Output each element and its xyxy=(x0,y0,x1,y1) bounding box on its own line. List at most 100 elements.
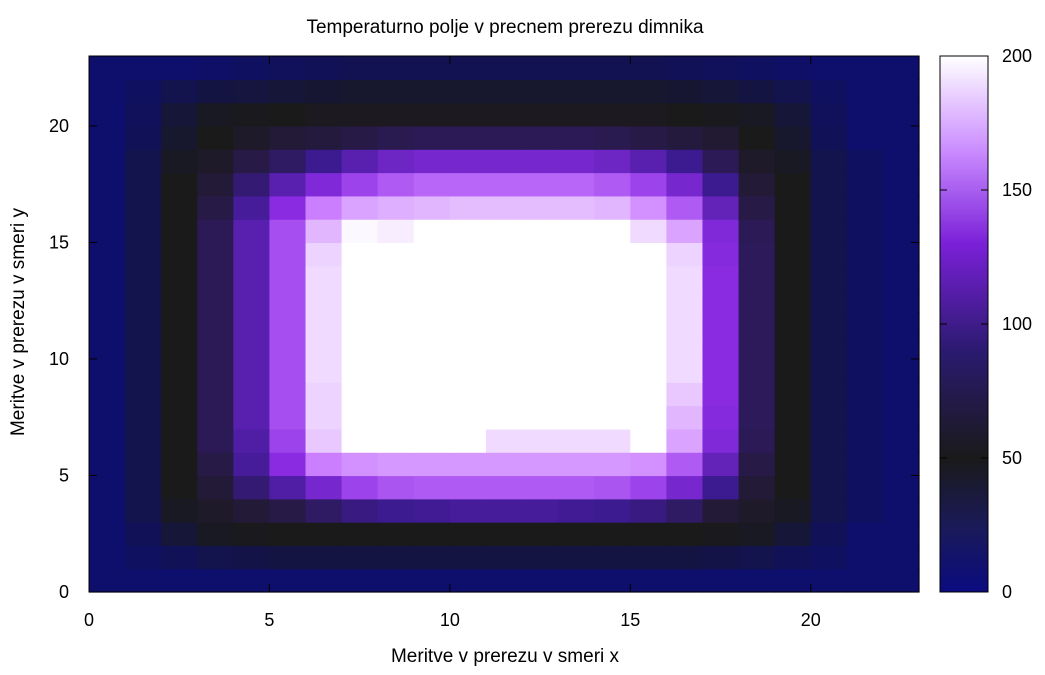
heatmap-cell xyxy=(377,125,415,150)
y-tick-label: 10 xyxy=(49,349,69,369)
heatmap-cell xyxy=(485,102,523,127)
heatmap-cell xyxy=(89,545,126,570)
heatmap-cell xyxy=(449,522,487,546)
heatmap-cell xyxy=(485,452,523,477)
heatmap-cell xyxy=(161,79,198,104)
heatmap-cell xyxy=(197,219,234,244)
heatmap-cell xyxy=(377,56,415,80)
heatmap-cell xyxy=(269,242,307,267)
heatmap-cell xyxy=(846,382,884,407)
heatmap-cell xyxy=(125,172,162,197)
heatmap-cell xyxy=(738,568,776,593)
heatmap-cell xyxy=(269,219,307,244)
heatmap-cell xyxy=(558,56,595,80)
heatmap-cell xyxy=(377,498,415,523)
heatmap-cell xyxy=(738,382,776,407)
heatmap-cell xyxy=(341,195,379,220)
heatmap-cell xyxy=(377,289,415,313)
heatmap-cells xyxy=(89,56,920,593)
heatmap-cell xyxy=(233,242,271,267)
heatmap-cell xyxy=(882,289,920,313)
heatmap-cell xyxy=(269,522,307,546)
heatmap-cell xyxy=(738,289,776,313)
heatmap-cell xyxy=(341,125,379,150)
heatmap-cell xyxy=(269,56,307,80)
heatmap-cell xyxy=(846,265,884,290)
heatmap-cell xyxy=(125,242,162,267)
heatmap-cell xyxy=(341,102,379,127)
heatmap-cell xyxy=(630,545,667,570)
heatmap-cell xyxy=(377,149,415,174)
heatmap-cell xyxy=(594,149,631,174)
heatmap-cell xyxy=(738,125,776,150)
heatmap-cell xyxy=(161,56,198,80)
heatmap-cell xyxy=(449,358,487,383)
heatmap-cell xyxy=(305,428,343,453)
heatmap-cell xyxy=(413,172,451,197)
heatmap-cell xyxy=(882,545,920,570)
heatmap-cell xyxy=(846,545,884,570)
colorbar xyxy=(939,55,989,593)
heatmap-cell xyxy=(594,522,631,546)
heatmap-cell xyxy=(449,428,487,453)
colorbar-tick-label: 200 xyxy=(1002,46,1032,66)
heatmap-cell xyxy=(305,335,343,360)
heatmap-cell xyxy=(738,149,776,174)
heatmap-cell xyxy=(161,522,198,546)
heatmap-cell xyxy=(341,172,379,197)
heatmap-cell xyxy=(341,522,379,546)
heatmap-cell xyxy=(846,219,884,244)
heatmap-cell xyxy=(522,475,559,500)
y-tick-label: 0 xyxy=(59,582,69,602)
heatmap-cell xyxy=(738,475,776,500)
heatmap-cell xyxy=(774,382,812,407)
heatmap-cell xyxy=(377,312,415,337)
heatmap-cell xyxy=(233,498,271,523)
heatmap-cell xyxy=(449,452,487,477)
heatmap-cell xyxy=(558,172,595,197)
heatmap-cell xyxy=(125,102,162,127)
heatmap-cell xyxy=(125,335,162,360)
heatmap-cell xyxy=(810,79,848,104)
heatmap-cell xyxy=(522,219,559,244)
heatmap-cell xyxy=(774,195,812,220)
heatmap-cell xyxy=(341,498,379,523)
heatmap-cell xyxy=(305,312,343,337)
heatmap-cell xyxy=(89,219,126,244)
heatmap-cell xyxy=(666,289,704,313)
heatmap-cell xyxy=(846,498,884,523)
heatmap-cell xyxy=(522,56,559,80)
heatmap-cell xyxy=(810,358,848,383)
heatmap-cell xyxy=(702,242,740,267)
heatmap-cell xyxy=(558,452,595,477)
heatmap-cell xyxy=(125,289,162,313)
heatmap-cell xyxy=(197,265,234,290)
heatmap-cell xyxy=(558,312,595,337)
heatmap-cell xyxy=(882,405,920,430)
heatmap-cell xyxy=(413,452,451,477)
heatmap-cell xyxy=(630,358,667,383)
heatmap-cell xyxy=(413,312,451,337)
heatmap-cell xyxy=(233,219,271,244)
heatmap-cell xyxy=(774,312,812,337)
heatmap-cell xyxy=(269,498,307,523)
heatmap-cell xyxy=(522,382,559,407)
heatmap-cell xyxy=(485,79,523,104)
heatmap-cell xyxy=(558,125,595,150)
heatmap-cell xyxy=(341,405,379,430)
heatmap-cell xyxy=(630,428,667,453)
heatmap-cell xyxy=(197,452,234,477)
heatmap-cell xyxy=(846,312,884,337)
heatmap-cell xyxy=(522,568,559,593)
heatmap-cell xyxy=(377,102,415,127)
heatmap-cell xyxy=(233,149,271,174)
heatmap-cell xyxy=(882,125,920,150)
heatmap-cell xyxy=(630,125,667,150)
heatmap-cell xyxy=(630,289,667,313)
heatmap-cell xyxy=(882,79,920,104)
heatmap-cell xyxy=(810,102,848,127)
heatmap-cell xyxy=(558,428,595,453)
heatmap-cell xyxy=(269,382,307,407)
heatmap-cell xyxy=(594,475,631,500)
